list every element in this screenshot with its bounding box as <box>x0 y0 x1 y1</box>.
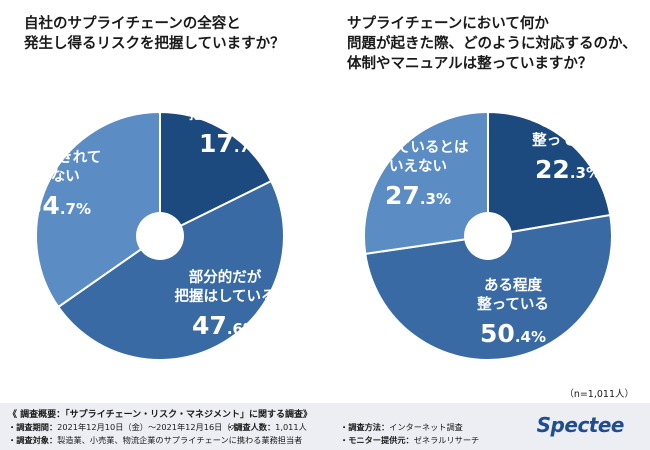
chart2-slice-2-value: 50.4% <box>480 319 546 348</box>
chart2-slice-3-value: 27.3% <box>385 181 451 210</box>
chart1-slice-2 <box>56 179 285 361</box>
chart2-title-line: 問題が起きた際、どのように対応するのか、 <box>347 36 637 52</box>
footer-monitor: ・モニター提供元：ゼネラルリサーチ <box>340 434 479 446</box>
spectee-logo: Spectee <box>536 413 625 437</box>
chart1-slice-1-label: 把握している <box>189 105 276 123</box>
footer-people: ・調査人数：1,011人 <box>226 421 307 433</box>
chart2-slice-2-label: ある程度 <box>484 276 542 294</box>
chart1-title-line: 自社のサプライチェーンの全容と <box>24 16 241 32</box>
chart2-slice-1 <box>487 110 612 238</box>
footer-title: 《 調査概要：「サプライチェーン・リスク・マネジメント」に関する調査》 <box>8 410 313 420</box>
chart1-slice-2-label: 部分的だが <box>189 268 262 286</box>
chart2-slice-2 <box>364 213 613 361</box>
chart1-slice-3-label: いない <box>36 168 80 185</box>
period-value: 2021年12月10日（金）〜2021年12月16日（木） <box>57 422 247 432</box>
chart1-slice-1-value: 17.7% <box>199 129 265 158</box>
footer-target: ・調査対象：製造業、小売業、物流企業のサプライチェーンに携わる業務担当者 <box>8 434 302 446</box>
chart2-title-line: 体制やマニュアルは整っていますか？ <box>347 56 593 72</box>
chart2-center-hole <box>464 212 512 260</box>
monitor-label: ・モニター提供元： <box>340 435 414 445</box>
people-value: 1,011人 <box>275 422 307 432</box>
chart1-slice-3-label: 把握しきれて <box>15 148 102 166</box>
chart1-slice-1 <box>159 110 273 238</box>
chart1-slice-3 <box>35 110 161 309</box>
chart1-center-hole <box>136 212 184 260</box>
chart2-slice-1-value: 22.3% <box>535 155 601 184</box>
sample-size-note: （n=1,011人） <box>564 389 634 400</box>
chart2-slice-3 <box>363 110 489 255</box>
survey-footer: 《 調査概要：「サプライチェーン・リスク・マネジメント」に関する調査》 ・調査期… <box>0 403 650 450</box>
chart2-title: サプライチェーンにおいて何か 問題が起きた際、どのように対応するのか、 体制やマ… <box>347 14 647 74</box>
monitor-value: ゼネラルリサーチ <box>413 435 480 445</box>
footer-period: ・調査期間：2021年12月10日（金）〜2021年12月16日（木） <box>8 421 247 433</box>
chart1-slice-2-value: 47.6% <box>192 311 258 340</box>
chart1-slice-1-label: 全容を <box>209 86 254 104</box>
method-value: インターネット調査 <box>389 422 463 432</box>
chart2-slice-2-label: 整っている <box>477 295 549 313</box>
chart1-title: 自社のサプライチェーンの全容と 発生し得るリスクを把握していますか？ <box>24 14 324 54</box>
chart2-title-line: サプライチェーンにおいて何か <box>347 16 549 32</box>
target-label: ・調査対象： <box>8 435 58 445</box>
chart1-title-line: 発生し得るリスクを把握していますか？ <box>24 36 285 52</box>
chart1-slice-2-label: 把握はしている <box>174 287 275 305</box>
footer-method: ・調査方法：インターネット調査 <box>340 421 463 433</box>
period-label: ・調査期間： <box>8 422 58 432</box>
chart2-slice-1-label: きちんと <box>539 113 597 130</box>
method-label: ・調査方法： <box>340 422 390 432</box>
chart2-slice-3-label: 整っているとは <box>368 138 469 156</box>
chart2-slice-1-label: 整っている <box>532 131 604 149</box>
people-label: ・調査人数： <box>226 422 276 432</box>
target-value: 製造業、小売業、物流企業のサプライチェーンに携わる業務担当者 <box>57 435 303 445</box>
chart1-slice-3-value: 34.7% <box>25 191 91 220</box>
chart2-slice-3-label: いえない <box>389 158 447 175</box>
